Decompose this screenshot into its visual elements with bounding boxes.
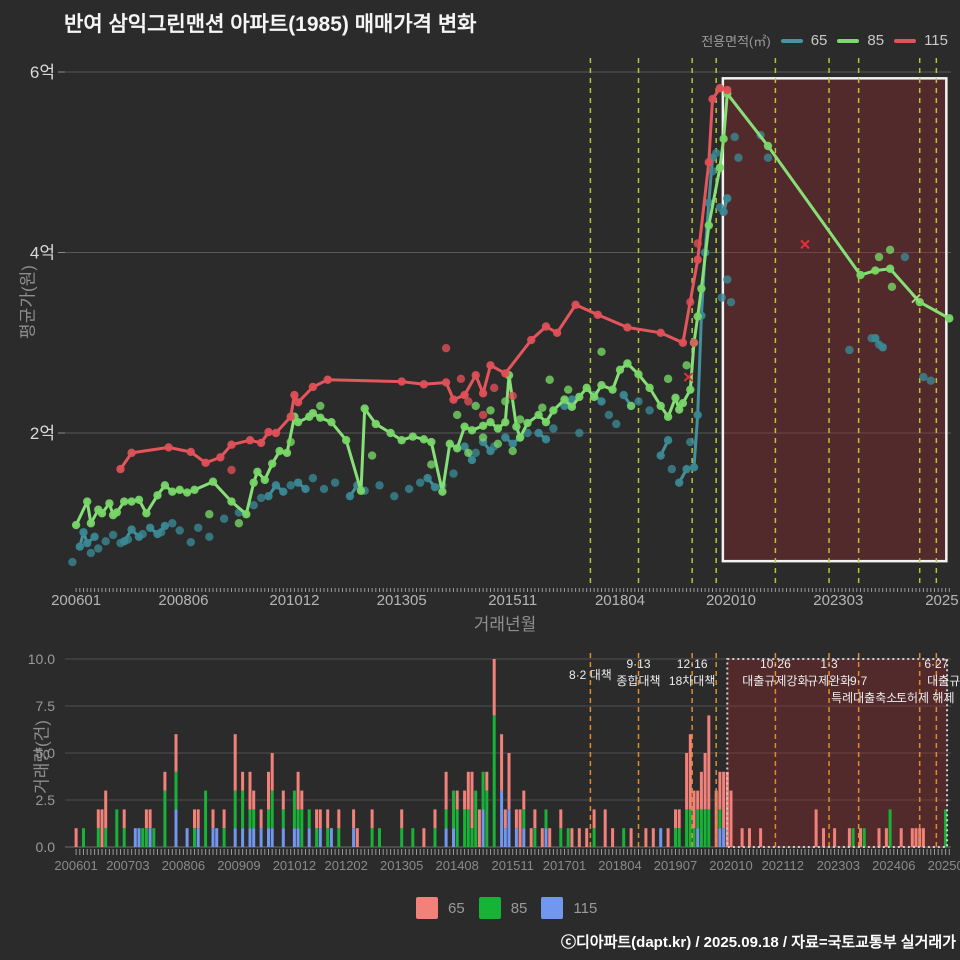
y-axis-title-volume: 거래량(건) bbox=[32, 720, 52, 794]
volume-xtick: 202509 bbox=[928, 858, 960, 873]
policy-annotations: 8·2 대책 9·13 종합대책 12·16 18차대책 10·26 대출규제강화 1·3 규제… bbox=[569, 657, 960, 705]
volume-legend: 65 85 115 bbox=[416, 897, 597, 919]
volume-xtick: 201305 bbox=[380, 858, 423, 873]
policy-annotation: 규제완화 bbox=[807, 674, 851, 688]
series-85 bbox=[71, 89, 954, 530]
volume-bars bbox=[74, 659, 948, 847]
policy-annotation: 종합대책 bbox=[616, 673, 660, 688]
main-xtick: 200806 bbox=[158, 592, 208, 609]
volume-xtick: 201012 bbox=[273, 858, 316, 873]
policy-annotation: 10·26 bbox=[760, 657, 791, 671]
main-event-lines bbox=[589, 58, 938, 588]
volume-legend-item-85[interactable]: 85 bbox=[478, 897, 528, 919]
line-swatch-115-icon bbox=[894, 38, 917, 43]
highlight-box-main bbox=[721, 77, 948, 563]
volume-xtick: 201408 bbox=[436, 858, 479, 873]
volume-ytick: 7.5 bbox=[36, 698, 56, 714]
legend-item-65[interactable]: 65 bbox=[780, 32, 828, 49]
copyright-source-text: ⓒ디아파트(dapt.kr) / 2025.09.18 / 자료=국토교통부 실… bbox=[560, 934, 956, 951]
legend-label-115: 115 bbox=[924, 32, 948, 49]
main-xtick: 2025 bbox=[925, 592, 958, 609]
policy-annotation: 6·27 bbox=[924, 657, 948, 671]
volume-ytick: 2.5 bbox=[36, 792, 56, 808]
main-xtick: 202010 bbox=[706, 592, 756, 609]
policy-annotation: 특례대출축소 bbox=[831, 691, 897, 705]
volume-ytick: 0.0 bbox=[36, 839, 56, 855]
price-ytick: 4억 bbox=[30, 244, 55, 263]
y-axis-title-price: 평균가(원) bbox=[18, 265, 38, 339]
main-xtick: 201012 bbox=[269, 592, 319, 609]
legend-title: 전용면적(㎡) bbox=[701, 34, 771, 49]
legend-item-115[interactable]: 115 bbox=[894, 32, 948, 49]
policy-annotation: 12·16 bbox=[677, 657, 708, 671]
volume-xtick: 201804 bbox=[598, 858, 641, 873]
main-xtick: 202303 bbox=[813, 592, 863, 609]
main-xtick: 201511 bbox=[488, 592, 537, 609]
bar-swatch-65-icon bbox=[416, 897, 438, 919]
highlight-box-volume-fill bbox=[727, 659, 948, 847]
x-axis-title-main: 거래년월 bbox=[473, 615, 537, 634]
volume-xtick: 201202 bbox=[325, 858, 368, 873]
main-xtick: 201804 bbox=[595, 592, 645, 609]
volume-legend-item-65[interactable]: 65 bbox=[416, 897, 465, 919]
policy-annotation: 대출규제 bbox=[927, 674, 960, 688]
series-115 bbox=[116, 84, 732, 475]
volume-legend-label-85: 85 bbox=[510, 899, 528, 917]
main-xtick: 201305 bbox=[377, 592, 427, 609]
policy-annotation: 대출규제강화 bbox=[742, 674, 808, 688]
volume-x-axis: 200601 200703 200806 200909 201012 201202 2013… bbox=[54, 849, 960, 873]
legend-item-85[interactable]: 85 bbox=[837, 32, 884, 49]
main-gridlines: 2억 4억 6억 bbox=[30, 63, 951, 443]
main-x-axis: 200601 200806 201012 201305 201511 201804 2020… bbox=[51, 588, 959, 609]
line-swatch-85-icon bbox=[837, 38, 860, 43]
policy-annotation: 18차대책 bbox=[669, 673, 715, 688]
price-ytick: 2억 bbox=[30, 424, 55, 443]
policy-annotation: 9·7 bbox=[850, 674, 868, 688]
policy-annotation: 1·3 bbox=[820, 657, 838, 671]
page-title: 반여 삼익그린맨션 아파트(1985) 매매가격 변화 bbox=[64, 13, 477, 36]
legend-label-85: 85 bbox=[867, 32, 885, 49]
bar-swatch-115-icon bbox=[541, 897, 564, 919]
highlight-box-volume bbox=[726, 658, 949, 848]
main-xtick: 200601 bbox=[51, 592, 101, 609]
volume-ytick: 5.0 bbox=[36, 745, 56, 761]
price-ytick: 6억 bbox=[30, 63, 55, 82]
volume-xtick: 200703 bbox=[106, 858, 149, 873]
volume-legend-label-65: 65 bbox=[448, 899, 465, 917]
volume-xtick: 202303 bbox=[817, 858, 860, 873]
volume-xtick: 201511 bbox=[491, 858, 533, 873]
policy-annotation: 토허제 해제 bbox=[896, 691, 955, 705]
volume-xtick: 202112 bbox=[762, 858, 804, 873]
volume-xtick: 200909 bbox=[217, 858, 260, 873]
policy-annotation: 8·2 대책 bbox=[569, 667, 612, 682]
volume-xtick: 201907 bbox=[654, 858, 697, 873]
area-legend: 전용면적(㎡) 65 85 115 bbox=[701, 31, 948, 50]
volume-xtick: 201701 bbox=[543, 858, 586, 873]
bar-swatch-85-icon bbox=[478, 897, 501, 919]
volume-xtick: 202010 bbox=[709, 858, 752, 873]
volume-legend-label-115: 115 bbox=[573, 899, 598, 917]
line-swatch-65-icon bbox=[780, 38, 803, 43]
legend-label-65: 65 bbox=[810, 32, 828, 49]
volume-xtick: 202406 bbox=[872, 858, 915, 873]
volume-xtick: 200806 bbox=[162, 858, 205, 873]
policy-annotation: 9·13 bbox=[626, 657, 650, 671]
volume-ytick: 10.0 bbox=[28, 651, 55, 667]
volume-xtick: 200601 bbox=[54, 858, 97, 873]
outlier-markers bbox=[683, 239, 921, 382]
volume-legend-item-115[interactable]: 115 bbox=[541, 897, 597, 919]
